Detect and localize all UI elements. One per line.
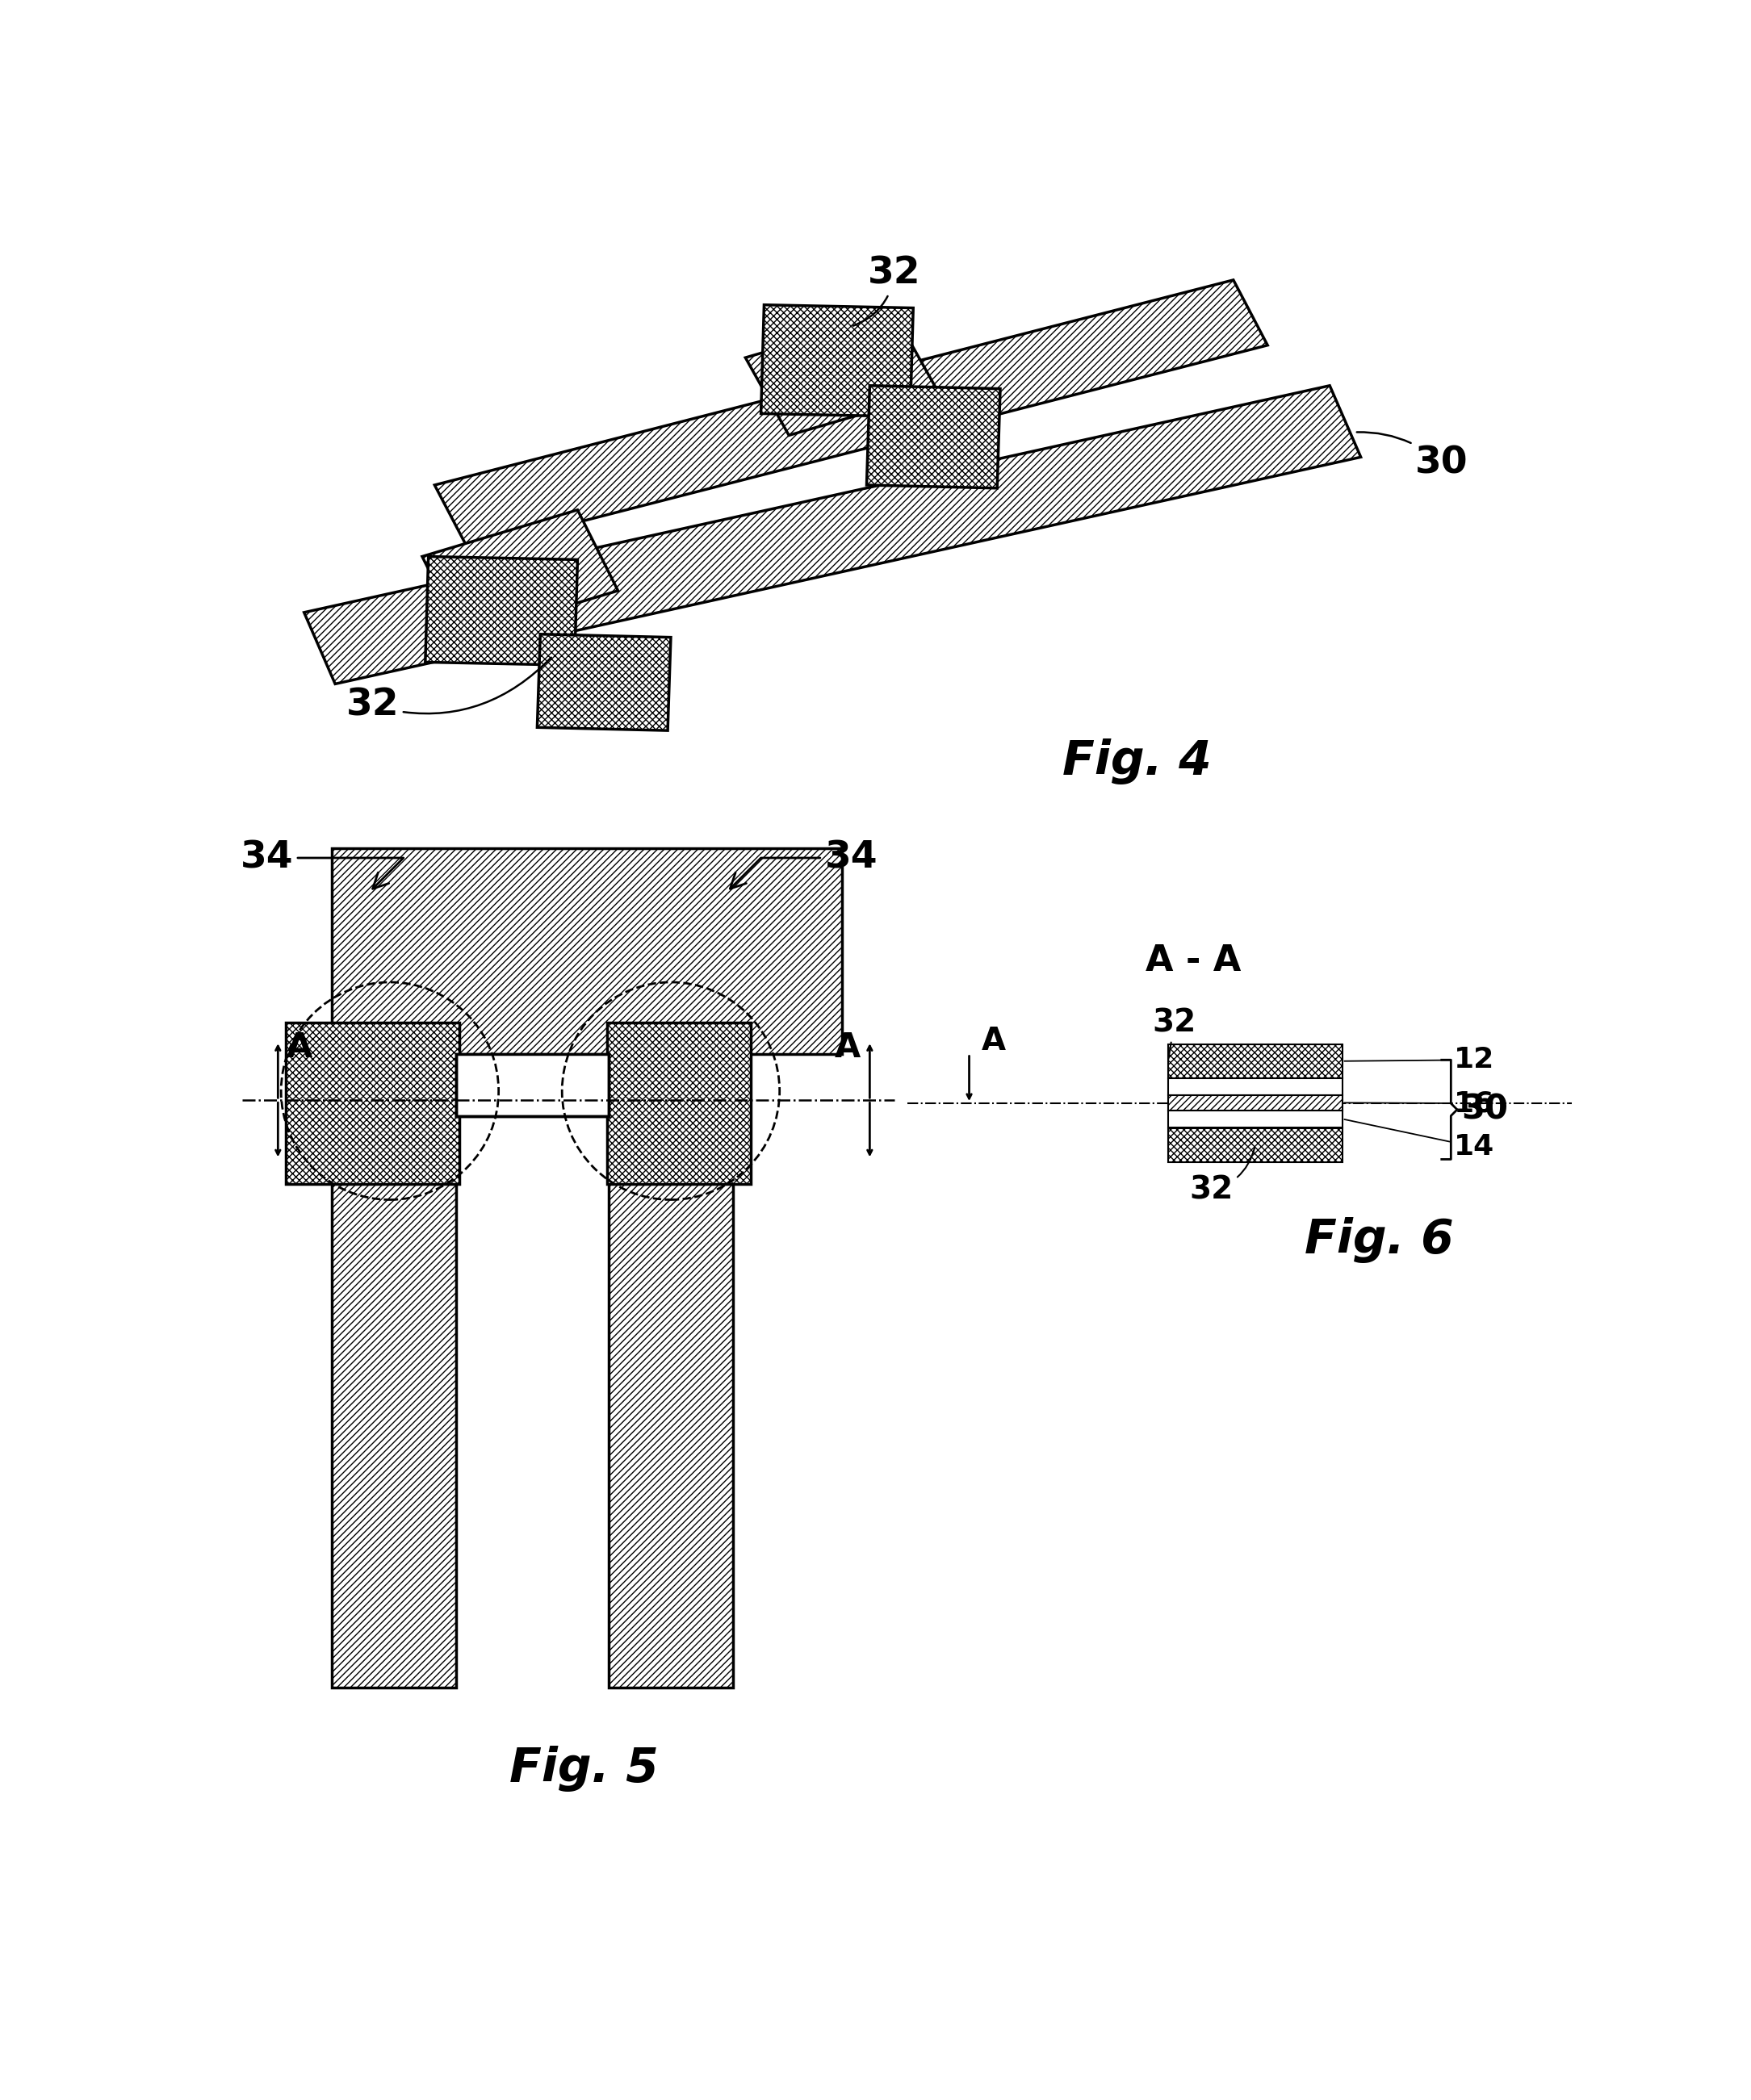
Text: A: A (287, 1031, 313, 1065)
Polygon shape (762, 304, 914, 416)
Text: 12: 12 (1345, 1046, 1495, 1073)
Polygon shape (746, 315, 939, 435)
Polygon shape (538, 634, 671, 731)
Text: 34: 34 (240, 840, 403, 888)
Polygon shape (608, 1023, 751, 1184)
Polygon shape (1168, 1111, 1343, 1128)
Text: 30: 30 (1462, 1092, 1509, 1126)
Polygon shape (422, 510, 618, 636)
Polygon shape (1168, 1079, 1343, 1096)
Polygon shape (1168, 1044, 1343, 1079)
Polygon shape (305, 386, 1361, 685)
Polygon shape (285, 1023, 459, 1184)
Text: A: A (982, 1027, 1007, 1056)
Text: 32: 32 (1152, 1008, 1196, 1058)
Polygon shape (457, 1054, 609, 1115)
Polygon shape (425, 557, 578, 666)
Polygon shape (1168, 1096, 1343, 1111)
Text: A - A: A - A (1145, 943, 1241, 979)
Text: 32: 32 (1189, 1149, 1254, 1205)
Text: 34: 34 (730, 840, 877, 888)
Polygon shape (867, 386, 1000, 487)
Text: 16: 16 (1345, 1090, 1495, 1117)
Polygon shape (333, 1054, 457, 1688)
Polygon shape (1168, 1128, 1343, 1163)
Text: 32: 32 (853, 256, 921, 326)
Polygon shape (434, 279, 1268, 550)
Polygon shape (609, 1054, 734, 1688)
Text: A: A (835, 1031, 861, 1065)
Text: 32: 32 (347, 657, 552, 724)
Polygon shape (333, 848, 842, 1054)
Text: Fig. 6: Fig. 6 (1304, 1218, 1453, 1262)
Text: 30: 30 (1357, 433, 1467, 481)
Text: 14: 14 (1345, 1119, 1495, 1161)
Text: Fig. 4: Fig. 4 (1063, 739, 1212, 785)
Text: Fig. 5: Fig. 5 (510, 1745, 658, 1791)
